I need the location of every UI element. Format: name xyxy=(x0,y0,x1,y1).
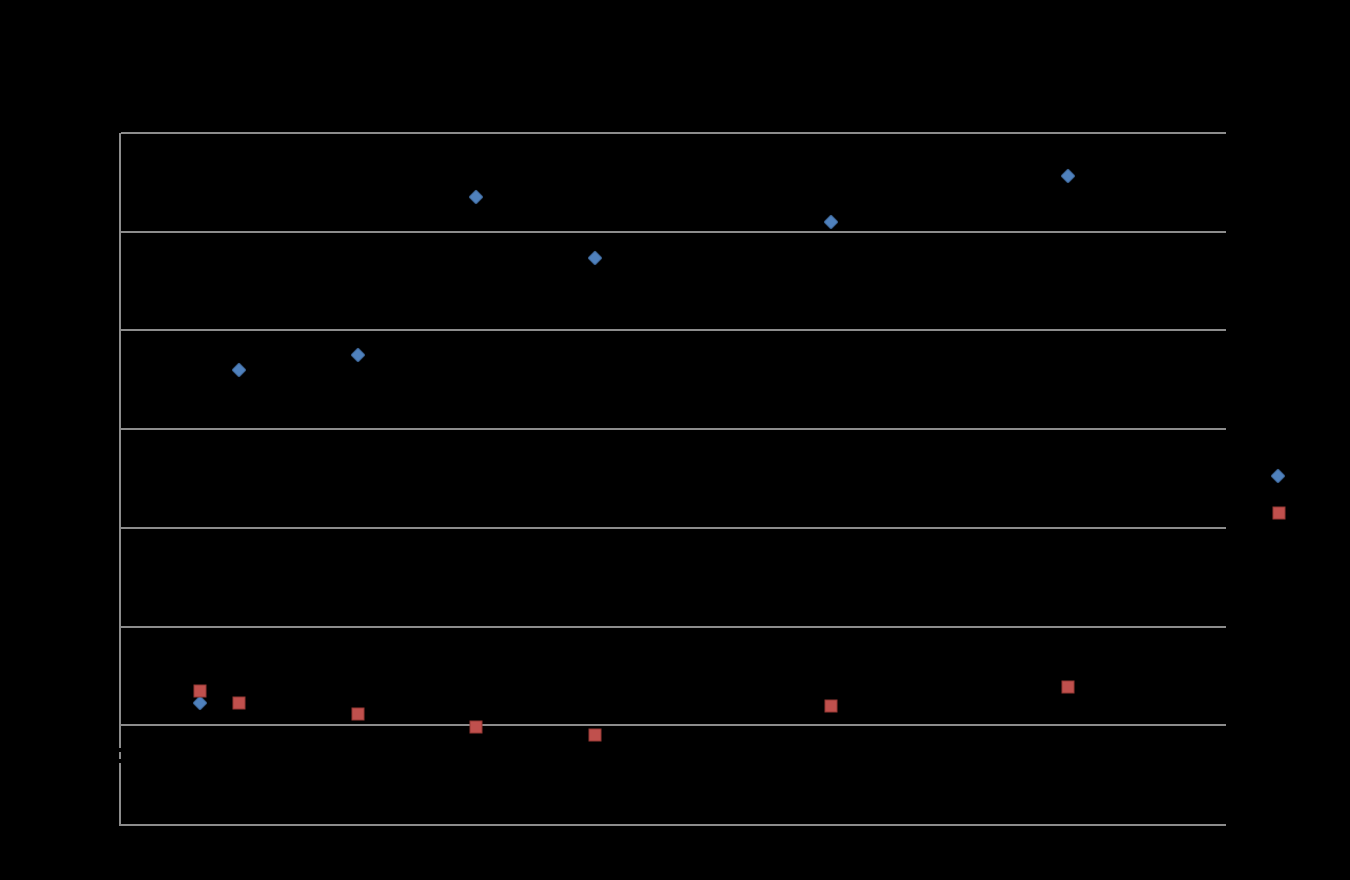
y-axis-label-overlap-gap xyxy=(115,748,123,752)
horizontal-gridline xyxy=(121,428,1226,431)
chart-legend xyxy=(1262,460,1342,530)
data-point-red-square xyxy=(588,728,602,742)
data-point-blue-diamond xyxy=(1060,168,1076,185)
data-point-red-square xyxy=(193,684,207,698)
data-point-blue-diamond xyxy=(350,347,366,363)
data-point-blue-diamond xyxy=(586,250,603,267)
legend-marker-red-square xyxy=(1272,506,1286,520)
horizontal-gridline xyxy=(121,132,1226,134)
horizontal-gridline xyxy=(121,724,1226,727)
plot-area xyxy=(119,132,1226,826)
horizontal-gridline xyxy=(121,230,1226,233)
data-point-blue-diamond xyxy=(231,362,248,378)
data-point-red-square xyxy=(824,699,838,713)
horizontal-gridline xyxy=(121,329,1226,332)
y-axis-label-overlap-gap xyxy=(115,759,123,763)
horizontal-gridline xyxy=(121,526,1226,529)
data-point-red-square xyxy=(232,696,246,710)
data-point-red-square xyxy=(1061,680,1075,694)
data-point-red-square xyxy=(351,707,365,721)
horizontal-gridline xyxy=(121,625,1226,628)
data-point-blue-diamond xyxy=(468,189,484,205)
data-point-blue-diamond xyxy=(823,214,840,230)
data-point-red-square xyxy=(469,720,483,734)
legend-marker-blue-diamond xyxy=(1270,468,1286,484)
